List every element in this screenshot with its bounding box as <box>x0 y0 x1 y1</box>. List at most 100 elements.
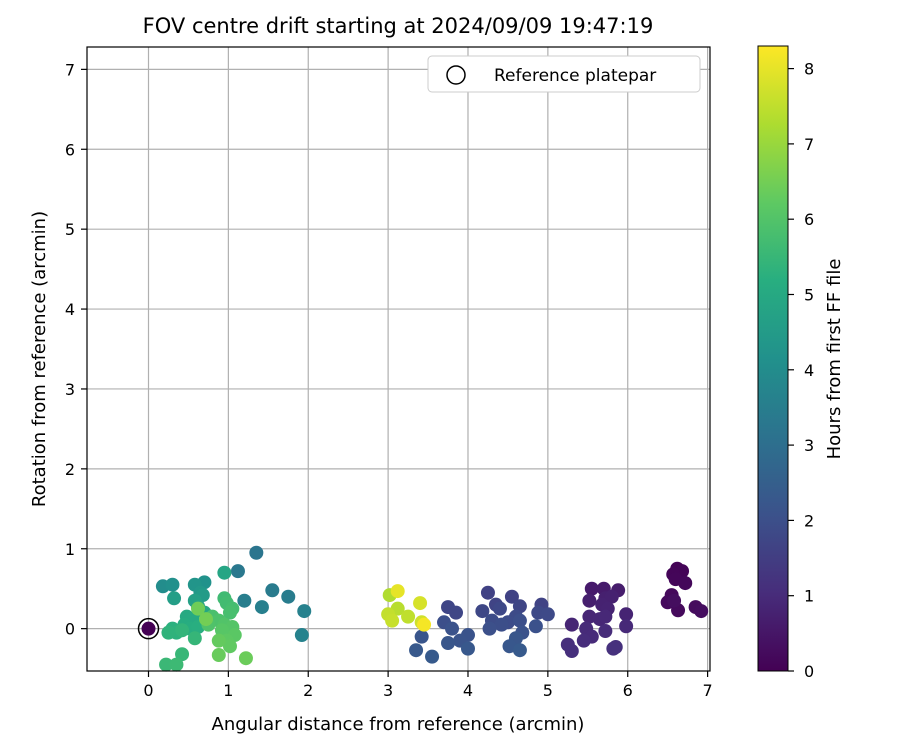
data-point <box>512 613 527 628</box>
x-axis-ticks: 0 1 2 3 4 5 6 7 <box>143 671 713 700</box>
data-point <box>414 629 429 644</box>
x-tick-label: 7 <box>703 681 713 700</box>
y-axis-label: Rotation from reference (arcmin) <box>29 211 50 507</box>
legend-marker-icon <box>446 65 466 85</box>
x-tick-label: 6 <box>623 681 633 700</box>
data-point <box>238 651 253 666</box>
data-point <box>449 605 464 620</box>
colorbar-tick-label: 1 <box>804 587 814 606</box>
data-point <box>401 609 416 624</box>
y-tick-label: 7 <box>65 60 75 79</box>
data-point <box>475 604 490 619</box>
data-point <box>694 604 709 619</box>
data-point <box>385 613 400 628</box>
data-point <box>504 589 519 604</box>
data-point <box>254 600 269 615</box>
x-tick-label: 0 <box>143 681 153 700</box>
data-point <box>199 612 214 627</box>
colorbar-tick-label: 2 <box>804 511 814 530</box>
data-point <box>564 644 579 659</box>
colorbar-tick-label: 8 <box>804 60 814 79</box>
reference-point <box>141 621 156 636</box>
y-tick-label: 2 <box>65 460 75 479</box>
data-point <box>425 649 440 664</box>
data-point <box>175 647 190 662</box>
colorbar-tick-label: 0 <box>804 662 814 681</box>
data-point <box>494 617 509 632</box>
y-tick-label: 6 <box>65 140 75 159</box>
colorbar: 0 1 2 3 4 5 6 7 8 Hours from first FF file <box>757 45 845 681</box>
x-tick-label: 4 <box>463 681 473 700</box>
data-point <box>445 621 460 636</box>
data-point <box>167 591 182 606</box>
data-point <box>294 628 309 643</box>
data-point <box>390 584 405 599</box>
data-point <box>222 605 237 620</box>
colorbar-gradient <box>757 45 789 672</box>
data-point <box>265 583 280 598</box>
colorbar-ticks: 0 1 2 3 4 5 6 7 8 <box>788 60 814 681</box>
data-point <box>480 585 495 600</box>
data-point <box>187 631 202 646</box>
data-point <box>528 619 543 634</box>
chart-title: FOV centre drift starting at 2024/09/09 … <box>143 14 654 38</box>
data-point <box>211 633 226 648</box>
data-point <box>249 545 264 560</box>
data-point <box>667 593 682 608</box>
legend: Reference platepar <box>427 55 701 93</box>
y-tick-label: 3 <box>65 380 75 399</box>
data-point <box>417 617 432 632</box>
plot-frame <box>86 46 711 672</box>
x-axis-label: Angular distance from reference (arcmin) <box>212 714 585 735</box>
data-point <box>584 581 599 596</box>
data-point <box>169 657 184 672</box>
data-point <box>159 657 174 672</box>
legend-box <box>427 55 701 93</box>
data-point <box>230 564 245 579</box>
x-tick-label: 1 <box>223 681 233 700</box>
data-point <box>482 621 497 636</box>
data-point <box>413 596 428 611</box>
data-point <box>492 601 507 616</box>
data-point <box>540 607 555 622</box>
data-point <box>576 633 591 648</box>
grid <box>87 47 710 671</box>
y-axis-ticks: 0 1 2 3 4 5 6 7 <box>65 60 87 639</box>
legend-entry: Reference platepar <box>494 66 656 86</box>
data-points <box>155 545 709 672</box>
reference-ring <box>137 617 160 640</box>
data-point <box>619 619 634 634</box>
data-point <box>191 601 206 616</box>
x-tick-label: 3 <box>383 681 393 700</box>
data-point <box>441 636 456 651</box>
colorbar-tick-label: 5 <box>804 285 814 304</box>
data-point <box>604 589 619 604</box>
data-point <box>606 641 621 656</box>
colorbar-label: Hours from first FF file <box>824 259 845 460</box>
colorbar-tick-label: 4 <box>804 361 814 380</box>
colorbar-tick-label: 6 <box>804 210 814 229</box>
data-point <box>678 576 693 591</box>
data-point <box>619 607 634 622</box>
data-point <box>512 643 527 658</box>
data-point <box>460 641 475 656</box>
data-point <box>564 617 579 632</box>
reference-marker <box>137 617 160 640</box>
x-tick-label: 2 <box>303 681 313 700</box>
data-point <box>598 609 613 624</box>
data-point <box>161 625 176 640</box>
colorbar-tick-label: 7 <box>804 135 814 154</box>
y-tick-label: 4 <box>65 300 75 319</box>
data-point <box>222 639 237 654</box>
data-point <box>217 565 232 580</box>
data-point <box>165 577 180 592</box>
colorbar-tick-label: 3 <box>804 436 814 455</box>
data-point <box>237 593 252 608</box>
data-point <box>211 648 226 663</box>
data-point <box>175 623 190 638</box>
data-point <box>598 624 613 639</box>
y-tick-label: 0 <box>65 620 75 639</box>
data-point <box>409 643 424 658</box>
x-tick-label: 5 <box>543 681 553 700</box>
